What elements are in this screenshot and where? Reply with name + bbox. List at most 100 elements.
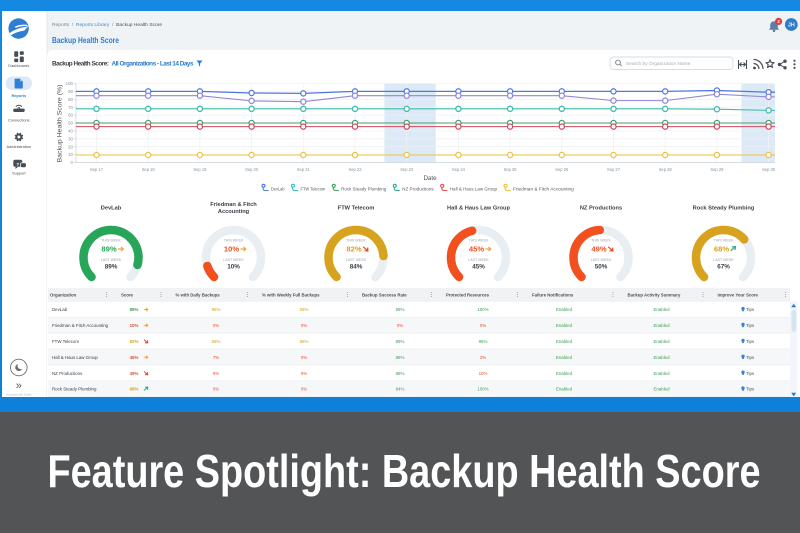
svg-text:0%: 0% <box>301 323 307 328</box>
svg-text:Enabled: Enabled <box>653 387 670 392</box>
svg-text:NZ Productions: NZ Productions <box>580 206 622 212</box>
svg-text:49%: 49% <box>591 245 606 254</box>
svg-text:Tips: Tips <box>746 355 755 360</box>
svg-text:LAST WEEK: LAST WEEK <box>713 258 734 262</box>
svg-text:THIS WEEK: THIS WEEK <box>591 239 611 243</box>
svg-text:Tips: Tips <box>746 307 755 312</box>
svg-text:70: 70 <box>68 105 73 110</box>
svg-text:JH: JH <box>788 23 795 29</box>
svg-text:50: 50 <box>68 121 73 126</box>
svg-text:Sep 29: Sep 29 <box>710 167 724 172</box>
svg-text:Enabled: Enabled <box>653 307 670 312</box>
svg-text:Sep 21: Sep 21 <box>297 167 311 172</box>
svg-text:84%: 84% <box>350 264 363 271</box>
svg-text:THIS WEEK: THIS WEEK <box>469 239 489 243</box>
svg-text:0%: 0% <box>213 323 219 328</box>
svg-text:20: 20 <box>68 144 73 149</box>
svg-text:Enabled: Enabled <box>556 339 573 344</box>
svg-text:Rock Steady Plumbing: Rock Steady Plumbing <box>341 187 387 192</box>
svg-text:10%: 10% <box>224 245 239 254</box>
svg-text:Feature Spotlight: Backup Heal: Feature Spotlight: Backup Health Score <box>48 445 761 497</box>
svg-text:Administration: Administration <box>6 144 31 149</box>
svg-text:90: 90 <box>68 89 73 94</box>
svg-text:Sep 17: Sep 17 <box>90 167 104 172</box>
svg-text:LAST WEEK: LAST WEEK <box>223 258 244 262</box>
svg-text:Score: Score <box>121 293 134 298</box>
svg-text:Hall & Haus Law Group: Hall & Haus Law Group <box>447 206 510 212</box>
svg-text:9%: 9% <box>301 371 307 376</box>
svg-text:95%: 95% <box>479 339 488 344</box>
svg-text:Rock Steady Plumbing: Rock Steady Plumbing <box>52 387 97 392</box>
svg-text:45%: 45% <box>469 245 484 254</box>
svg-text:68%: 68% <box>130 387 139 392</box>
svg-text:Sep 20: Sep 20 <box>245 167 259 172</box>
svg-text:Improve Your Score: Improve Your Score <box>718 293 759 298</box>
svg-text:10%: 10% <box>130 323 139 328</box>
svg-text:THIS WEEK: THIS WEEK <box>224 239 244 243</box>
svg-text:100: 100 <box>66 81 74 86</box>
svg-text:95%: 95% <box>212 307 221 312</box>
svg-text:NZ Productions: NZ Productions <box>52 371 83 376</box>
svg-text:Tips: Tips <box>746 339 755 344</box>
svg-text:56%: 56% <box>212 339 221 344</box>
svg-text:THIS WEEK: THIS WEEK <box>101 239 121 243</box>
svg-text:Organization: Organization <box>50 293 77 298</box>
svg-text:89%: 89% <box>396 339 405 344</box>
svg-text:Enabled: Enabled <box>653 323 670 328</box>
svg-text:THIS WEEK: THIS WEEK <box>346 239 366 243</box>
svg-text:Sep 27: Sep 27 <box>607 167 621 172</box>
svg-text:FTW Telecom: FTW Telecom <box>52 339 79 344</box>
svg-text:NZ Productions: NZ Productions <box>402 187 434 192</box>
svg-text:Sep 25: Sep 25 <box>504 167 518 172</box>
svg-text:0: 0 <box>71 160 74 165</box>
svg-text:Date: Date <box>423 175 437 182</box>
svg-text:89%: 89% <box>101 245 116 254</box>
svg-text:Accounting: Accounting <box>218 209 250 215</box>
svg-text:Sep 30: Sep 30 <box>762 167 776 172</box>
svg-text:Reports / Reports Library /: Reports / Reports Library / Backup Healt… <box>52 22 162 28</box>
svg-text:Activated with N-able: Activated with N-able <box>6 393 32 397</box>
svg-text:Hall & Haus Law Group: Hall & Haus Law Group <box>52 355 98 360</box>
svg-text:LAST WEEK: LAST WEEK <box>468 258 489 262</box>
svg-text:10: 10 <box>68 152 73 157</box>
svg-text:DevLab: DevLab <box>101 206 122 212</box>
svg-text:Rock Steady Plumbing: Rock Steady Plumbing <box>693 206 755 212</box>
svg-text:Friedman & Fitch Accounting: Friedman & Fitch Accounting <box>52 323 109 328</box>
svg-text:0%: 0% <box>301 355 307 360</box>
svg-text:10%: 10% <box>479 371 488 376</box>
svg-text:DevLab: DevLab <box>52 307 68 312</box>
svg-text:Dashboards: Dashboards <box>8 63 29 68</box>
svg-text:Sep 22: Sep 22 <box>349 167 363 172</box>
svg-text:?: ? <box>16 162 19 167</box>
svg-text:45%: 45% <box>130 355 139 360</box>
svg-text:0%: 0% <box>397 323 403 328</box>
svg-text:Reports: Reports <box>11 93 26 98</box>
svg-text:Sep 19: Sep 19 <box>193 167 207 172</box>
svg-text:% with Weekly Full Backups: % with Weekly Full Backups <box>262 293 320 298</box>
svg-text:Tips: Tips <box>746 323 755 328</box>
svg-text:Connections: Connections <box>8 117 30 122</box>
svg-text:Enabled: Enabled <box>556 355 573 360</box>
svg-text:89%: 89% <box>105 264 118 271</box>
svg-text:88%: 88% <box>396 355 405 360</box>
svg-text:Enabled: Enabled <box>653 339 670 344</box>
svg-text:30: 30 <box>68 136 73 141</box>
svg-text:Sep 28: Sep 28 <box>659 167 673 172</box>
svg-text:LAST WEEK: LAST WEEK <box>346 258 367 262</box>
svg-text:50%: 50% <box>595 264 608 271</box>
svg-text:»: » <box>16 380 22 392</box>
svg-text:Backup Success Rate: Backup Success Rate <box>362 293 407 298</box>
svg-text:Enabled: Enabled <box>556 307 573 312</box>
svg-text:80: 80 <box>68 97 73 102</box>
svg-text:2%: 2% <box>480 355 486 360</box>
svg-text:88%: 88% <box>396 371 405 376</box>
svg-text:Failure Notifications: Failure Notifications <box>532 293 574 298</box>
svg-text:Sep 24: Sep 24 <box>452 167 466 172</box>
svg-text:Sep 23: Sep 23 <box>400 167 414 172</box>
svg-text:89%: 89% <box>130 307 139 312</box>
svg-text:Friedman & Fitch: Friedman & Fitch <box>210 202 257 208</box>
svg-text:40: 40 <box>68 129 73 134</box>
svg-text:Enabled: Enabled <box>556 371 573 376</box>
svg-text:Enabled: Enabled <box>653 355 670 360</box>
svg-text:0%: 0% <box>213 387 219 392</box>
